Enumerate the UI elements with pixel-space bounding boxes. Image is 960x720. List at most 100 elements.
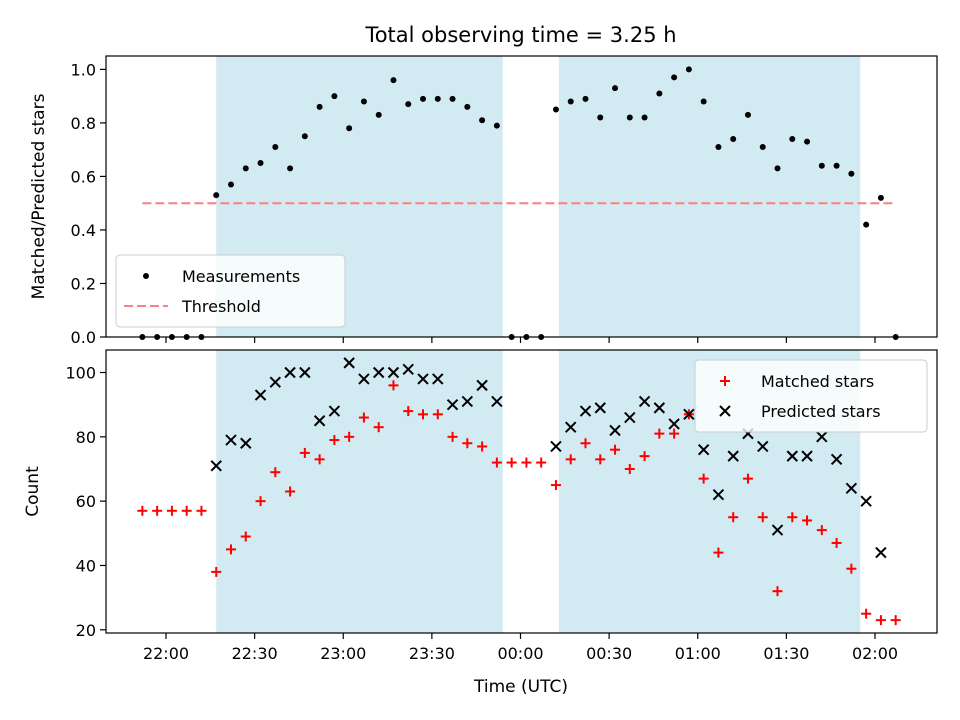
point-matched-stars-45 — [802, 515, 813, 526]
point-matched-stars-10 — [285, 486, 296, 497]
point-matched-stars-31 — [595, 454, 606, 465]
point-predicted-stars-29 — [683, 408, 695, 421]
y-tick-label-3: 0.6 — [71, 167, 96, 186]
point-predicted-stars-28 — [668, 418, 680, 430]
point-measurements-45 — [804, 138, 811, 145]
point-predicted-stars-4 — [269, 376, 282, 388]
y-tick-label-1: 40 — [76, 556, 96, 575]
legend-label-matched-stars: Matched stars — [761, 372, 874, 391]
x-tick-label-2: 23:00 — [320, 644, 366, 663]
point-matched-stars-19 — [418, 409, 429, 420]
axes-frame-0 — [105, 55, 938, 338]
point-predicted-stars-38 — [816, 431, 828, 443]
point-matched-stars-8 — [255, 496, 266, 507]
point-matched-stars-23 — [477, 441, 488, 452]
point-matched-stars-29 — [565, 454, 576, 465]
point-matched-stars-17 — [388, 380, 399, 391]
point-measurements-42 — [759, 143, 766, 150]
point-measurements-36 — [671, 74, 678, 81]
y-tick-label-1: 0.2 — [71, 274, 96, 293]
point-measurements-28 — [552, 106, 559, 113]
point-measurements-11 — [301, 133, 308, 140]
x-axis-label: Time (UTC) — [473, 677, 568, 697]
y-axis-label-0: Matched/Predicted stars — [29, 93, 49, 299]
point-matched-stars-13 — [329, 435, 340, 446]
point-matched-stars-41 — [742, 473, 753, 484]
point-predicted-stars-6 — [299, 366, 311, 379]
point-predicted-stars-19 — [491, 395, 503, 408]
point-measurements-43 — [774, 165, 781, 172]
point-matched-stars-14 — [344, 431, 355, 442]
x-tick-label-4: 00:00 — [497, 644, 543, 663]
point-matched-stars-30 — [580, 438, 591, 449]
point-matched-stars-33 — [624, 463, 635, 474]
y-tick-label-0: 0.0 — [71, 328, 96, 347]
point-predicted-stars-17 — [461, 395, 474, 408]
y-tick-label-2: 60 — [76, 492, 96, 511]
shaded-interval-1 — [558, 56, 861, 337]
point-matched-stars-34 — [639, 451, 650, 462]
point-predicted-stars-34 — [757, 440, 769, 453]
point-measurements-5 — [213, 192, 220, 199]
point-matched-stars-43 — [772, 586, 783, 597]
point-matched-stars-42 — [757, 512, 768, 523]
legend-label-predicted-stars: Predicted stars — [761, 402, 881, 421]
point-measurements-17 — [390, 77, 397, 84]
point-matched-stars-40 — [728, 512, 739, 523]
x-tick-label-0: 22:00 — [143, 644, 189, 663]
point-predicted-stars-11 — [372, 366, 385, 379]
legend-label-measurements: Measurements — [182, 267, 300, 286]
point-matched-stars-2 — [166, 505, 177, 516]
point-predicted-stars-39 — [830, 453, 843, 466]
point-predicted-stars-22 — [579, 405, 592, 417]
point-predicted-stars-41 — [860, 495, 872, 507]
point-matched-stars-7 — [240, 531, 251, 542]
point-matched-stars-35 — [654, 428, 665, 439]
point-matched-stars-48 — [846, 563, 857, 574]
point-matched-stars-46 — [816, 525, 827, 536]
point-predicted-stars-42 — [875, 546, 887, 559]
point-predicted-stars-3 — [254, 389, 267, 401]
point-measurements-21 — [449, 95, 456, 102]
point-measurements-47 — [833, 162, 840, 169]
point-predicted-stars-14 — [417, 373, 429, 385]
legend-handle-measurements — [143, 273, 149, 279]
point-matched-stars-11 — [299, 447, 310, 458]
point-matched-stars-50 — [875, 615, 886, 626]
x-tick-label-7: 01:30 — [763, 644, 809, 663]
point-measurements-30 — [582, 95, 589, 102]
point-measurements-40 — [730, 135, 737, 142]
point-matched-stars-22 — [462, 438, 473, 449]
point-measurements-24 — [493, 122, 500, 129]
point-predicted-stars-36 — [786, 450, 798, 462]
legend-label-threshold: Threshold — [181, 297, 261, 316]
point-predicted-stars-21 — [565, 421, 577, 433]
point-predicted-stars-20 — [550, 440, 562, 453]
point-matched-stars-49 — [861, 608, 872, 619]
point-matched-stars-4 — [196, 505, 207, 516]
axes-frame-1 — [105, 349, 938, 634]
point-matched-stars-16 — [373, 422, 384, 433]
point-measurements-12 — [316, 103, 323, 110]
legend-box-1 — [694, 359, 928, 433]
legend-0: Measurements Threshold — [115, 254, 346, 328]
point-matched-stars-24 — [491, 457, 502, 468]
point-measurements-19 — [420, 95, 427, 102]
point-measurements-38 — [700, 98, 707, 105]
point-predicted-stars-2 — [240, 437, 252, 449]
point-predicted-stars-27 — [653, 402, 666, 414]
point-matched-stars-20 — [432, 409, 443, 420]
y-tick-label-4: 0.8 — [71, 114, 96, 133]
point-matched-stars-26 — [521, 457, 532, 468]
point-measurements-8 — [257, 160, 264, 167]
y-tick-label-0: 20 — [76, 621, 96, 640]
point-predicted-stars-30 — [697, 443, 710, 456]
point-predicted-stars-10 — [358, 373, 370, 385]
point-measurements-23 — [479, 117, 486, 124]
point-predicted-stars-24 — [609, 424, 621, 437]
legend-1: Matched stars Predicted stars — [694, 359, 928, 433]
point-measurements-39 — [715, 143, 722, 150]
point-measurements-32 — [612, 85, 619, 92]
point-predicted-stars-8 — [328, 405, 341, 417]
